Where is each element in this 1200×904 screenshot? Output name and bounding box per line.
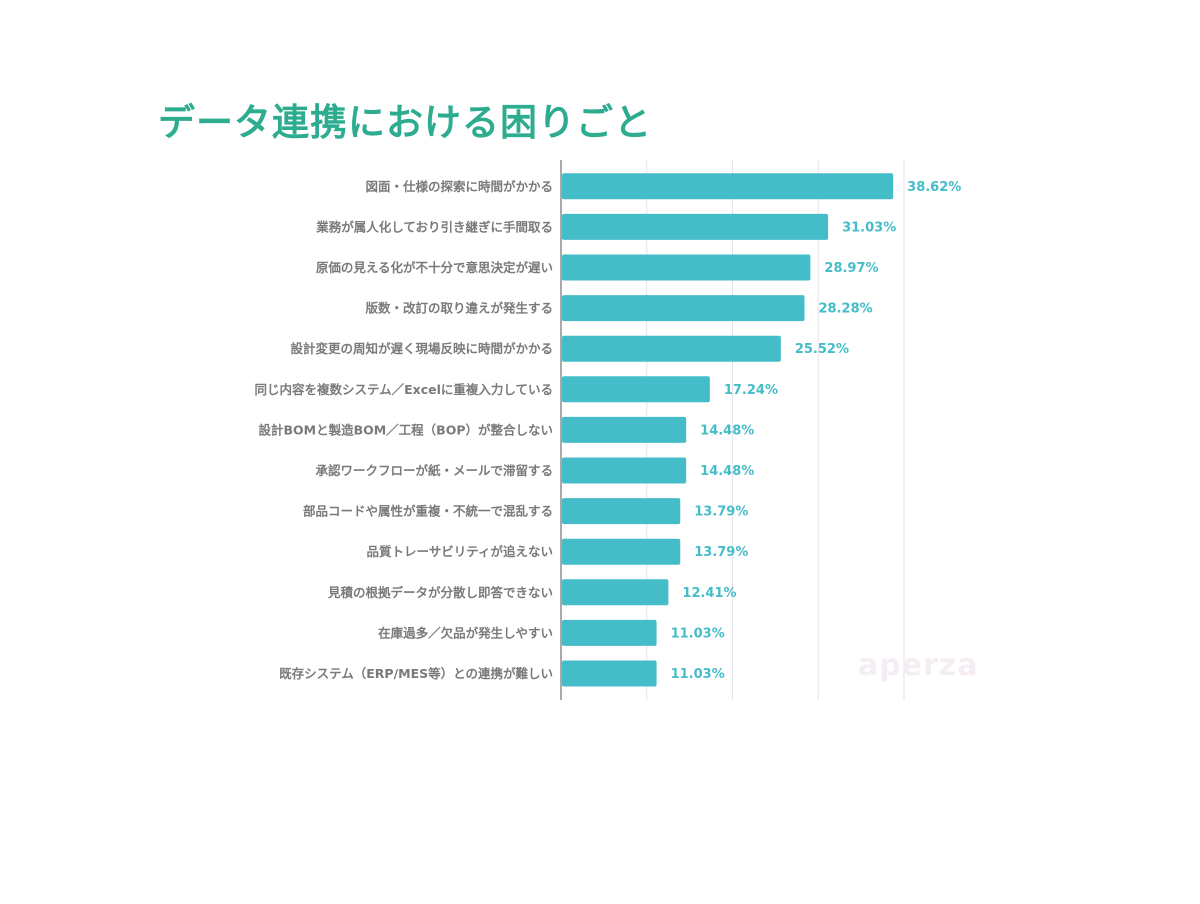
category-label-3: 原価の見える化が不十分で意思決定が遅い: [316, 260, 553, 275]
category-label-7: 設計BOMと製造BOM／工程（BOP）が整合しない: [258, 422, 553, 437]
value-label-8: 14.48%: [700, 464, 754, 479]
bar-4: [562, 295, 805, 322]
value-label-12: 11.03%: [671, 626, 725, 641]
value-label-5: 25.52%: [795, 342, 849, 357]
bar-1: [562, 173, 894, 200]
category-label-12: 在庫過多／欠品が発生しやすい: [378, 625, 553, 640]
value-label-2: 31.03%: [842, 220, 896, 235]
bar-12: [562, 619, 657, 646]
bar-5: [562, 335, 781, 362]
bar-10: [562, 538, 681, 565]
category-label-11: 見積の根拠データが分散し即答できない: [327, 585, 553, 600]
category-label-1: 図面・仕様の探索に時間がかかる: [365, 179, 553, 194]
category-label-4: 版数・改訂の取り違えが発生する: [365, 301, 553, 316]
chart-title: データ連携における困りごと: [158, 101, 652, 144]
value-label-11: 12.41%: [682, 586, 736, 601]
category-label-6: 同じ内容を複数システム／Excelに重複入力している: [254, 382, 553, 397]
bar-2: [562, 213, 829, 240]
value-label-7: 14.48%: [700, 423, 754, 438]
value-label-6: 17.24%: [724, 383, 778, 398]
category-label-8: 承認ワークフローが紙・メールで滞留する: [315, 463, 553, 478]
value-label-10: 13.79%: [694, 545, 748, 560]
labels: 図面・仕様の探索に時間がかかる 38.62% 業務が属人化しており引き継ぎに手間取る…: [254, 179, 961, 682]
bar-3: [562, 254, 811, 281]
bar-7: [562, 416, 687, 443]
aperza-watermark-logo: aperza: [858, 648, 979, 683]
bar-8: [562, 457, 687, 484]
category-label-10: 品質トレーサビリティが追えない: [366, 544, 553, 559]
value-label-4: 28.28%: [819, 302, 873, 317]
category-label-5: 設計変更の周知が遅く現場反映に時間がかかる: [290, 341, 553, 356]
bar-6: [562, 376, 710, 403]
gridlines: [560, 160, 905, 700]
value-label-3: 28.97%: [824, 261, 878, 276]
value-label-9: 13.79%: [694, 505, 748, 520]
bar-13: [562, 660, 657, 687]
category-label-2: 業務が属人化しており引き継ぎに手間取る: [315, 219, 553, 234]
value-label-13: 11.03%: [671, 667, 725, 682]
value-label-1: 38.62%: [907, 180, 961, 195]
category-label-13: 既存システム（ERP/MES等）との連携が難しい: [279, 666, 553, 681]
category-label-9: 部品コードや属性が重複・不統一で混乱する: [303, 504, 553, 519]
bars: [562, 173, 894, 687]
bar-11: [562, 579, 669, 606]
bar-9: [562, 498, 681, 525]
